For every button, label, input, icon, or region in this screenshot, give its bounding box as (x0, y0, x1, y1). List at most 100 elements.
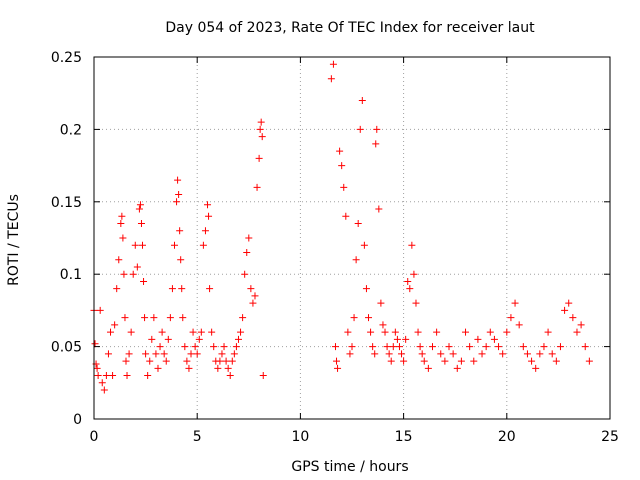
y-axis-label: ROTI / TECUs (6, 194, 22, 286)
y-tick-label: 0.15 (51, 195, 82, 211)
data-point (344, 328, 352, 336)
data-point (573, 328, 581, 336)
data-point (333, 357, 341, 365)
data-point (137, 220, 145, 228)
data-point (249, 299, 257, 307)
data-point (133, 263, 141, 271)
data-point (158, 328, 166, 336)
data-point (519, 343, 527, 351)
data-point (352, 256, 360, 264)
data-point (243, 248, 251, 256)
data-point (129, 270, 137, 278)
data-point (93, 364, 101, 372)
data-point (241, 270, 249, 278)
data-point (358, 96, 366, 104)
data-point (222, 357, 230, 365)
data-point (94, 372, 102, 380)
data-point (369, 343, 377, 351)
data-point (201, 227, 209, 235)
data-points (90, 60, 593, 394)
data-point (340, 183, 348, 191)
data-point (181, 343, 189, 351)
data-point (466, 343, 474, 351)
data-point (256, 125, 264, 133)
data-point (258, 133, 266, 141)
data-point (208, 328, 216, 336)
data-point (136, 201, 144, 209)
data-point (232, 343, 240, 351)
data-point (395, 343, 403, 351)
data-point (178, 285, 186, 293)
data-point (220, 343, 228, 351)
data-point (107, 328, 115, 336)
data-point (507, 314, 515, 322)
data-point (486, 328, 494, 336)
data-point (362, 285, 370, 293)
data-point (206, 285, 214, 293)
data-point (113, 285, 121, 293)
data-point (511, 299, 519, 307)
data-point (216, 357, 224, 365)
data-point (331, 343, 339, 351)
data-point (162, 357, 170, 365)
data-point (121, 314, 129, 322)
data-point (144, 372, 152, 380)
data-point (482, 343, 490, 351)
data-point (387, 357, 395, 365)
data-point (179, 314, 187, 322)
data-point (424, 364, 432, 372)
data-point (102, 372, 110, 380)
data-point (561, 306, 569, 314)
data-point (135, 205, 143, 213)
data-point (577, 321, 585, 329)
data-point (237, 328, 245, 336)
data-point (523, 350, 531, 358)
data-point (327, 75, 335, 83)
data-point (168, 285, 176, 293)
data-point (175, 191, 183, 199)
data-point (428, 343, 436, 351)
data-point (177, 256, 185, 264)
data-point (499, 350, 507, 358)
data-point (348, 343, 356, 351)
data-point (462, 328, 470, 336)
data-point (398, 350, 406, 358)
x-tick-label: 10 (291, 429, 309, 445)
data-point (329, 60, 337, 68)
data-point (154, 364, 162, 372)
data-point (581, 343, 589, 351)
data-point (418, 350, 426, 358)
data-point (416, 343, 424, 351)
x-axis: 0 5 10 15 20 25 (90, 57, 619, 445)
data-point (210, 343, 218, 351)
data-point (532, 364, 540, 372)
data-point (336, 147, 344, 155)
data-point (119, 234, 127, 242)
data-point (199, 241, 207, 249)
data-point (245, 234, 253, 242)
x-tick-label: 15 (395, 429, 413, 445)
data-point (104, 350, 112, 358)
data-point (381, 328, 389, 336)
data-point (118, 212, 126, 220)
data-point (218, 350, 226, 358)
data-point (239, 314, 247, 322)
data-point (195, 335, 203, 343)
data-point (346, 350, 354, 358)
data-point (255, 154, 263, 162)
data-point (375, 205, 383, 213)
data-point (408, 241, 416, 249)
data-point (490, 335, 498, 343)
data-point (257, 118, 265, 126)
data-point (189, 328, 197, 336)
data-point (174, 176, 182, 184)
data-point (141, 314, 149, 322)
y-tick-label: 0 (73, 412, 82, 428)
chart-title: Day 054 of 2023, Rate Of TEC Index for r… (165, 20, 535, 36)
data-point (127, 328, 135, 336)
data-point (224, 364, 232, 372)
data-point (385, 350, 393, 358)
x-tick-label: 5 (193, 429, 202, 445)
y-axis: 0 0.05 0.1 0.15 0.2 0.25 (51, 50, 610, 428)
data-point (338, 162, 346, 170)
